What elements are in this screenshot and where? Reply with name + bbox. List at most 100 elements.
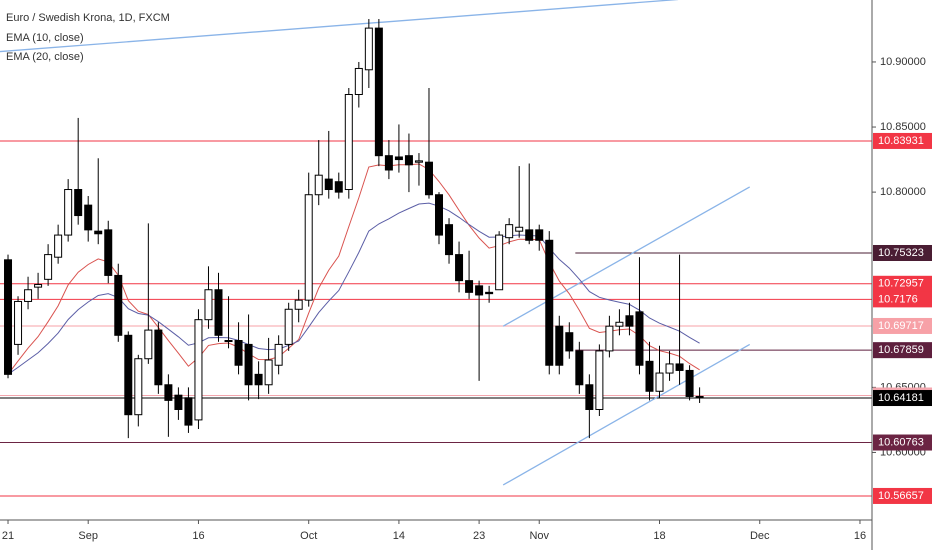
chart-title: Euro / Swedish Krona, 1D, FXCM xyxy=(6,12,170,24)
candle-body xyxy=(645,360,654,392)
candle-body xyxy=(665,363,674,374)
candle-body xyxy=(224,340,233,343)
candle-body xyxy=(184,397,193,426)
candle-body xyxy=(354,67,363,95)
candle-body xyxy=(24,289,33,302)
trendline xyxy=(502,186,751,327)
level-label-bg xyxy=(873,487,932,504)
candle-body xyxy=(455,254,464,282)
candle-body xyxy=(525,229,534,241)
level-label: 10.67859 xyxy=(878,344,924,356)
candle-body xyxy=(344,93,353,191)
candle-body xyxy=(194,319,203,421)
candle-body xyxy=(364,27,373,71)
plot xyxy=(0,0,872,497)
candle-body xyxy=(264,359,273,386)
candle-body xyxy=(384,155,393,171)
x-tick-label: 14 xyxy=(393,530,405,542)
y-tick-label: 10.80000 xyxy=(880,186,926,198)
candle-body xyxy=(575,350,584,386)
candle-body xyxy=(445,224,454,256)
level-label-bg xyxy=(873,390,932,407)
candle-body xyxy=(34,284,43,288)
candle-body xyxy=(394,156,403,161)
candle-body xyxy=(144,329,153,360)
x-tick-label: Oct xyxy=(300,530,317,542)
candle-body xyxy=(14,300,23,345)
candle-body xyxy=(565,332,574,352)
candle-body xyxy=(495,234,504,291)
level-label: 10.69717 xyxy=(878,320,924,332)
level-label-bg xyxy=(873,434,932,451)
candle-body xyxy=(114,274,123,336)
candle-body xyxy=(134,358,143,416)
candle-body xyxy=(324,178,333,191)
candle-body xyxy=(84,204,93,231)
candle-body xyxy=(174,394,183,410)
candle-body xyxy=(655,372,664,392)
trendline xyxy=(0,0,679,53)
level-label-bg xyxy=(873,342,932,359)
candle-body xyxy=(304,194,313,301)
x-tick-label: 21 xyxy=(2,530,14,542)
candle-body xyxy=(515,226,524,232)
candle-body xyxy=(585,384,594,410)
candle-body xyxy=(615,321,624,327)
candle-body xyxy=(94,230,103,235)
candle-body xyxy=(625,315,634,327)
x-tick-label: 16 xyxy=(854,530,866,542)
candle-body xyxy=(685,369,694,397)
candle-body xyxy=(595,350,604,410)
candle-body xyxy=(485,291,494,295)
candle-body xyxy=(64,189,73,236)
candle-body xyxy=(234,340,243,366)
level-label-bg xyxy=(873,244,932,261)
candle-body xyxy=(74,189,83,217)
level-label-bg xyxy=(873,132,932,149)
candle-body xyxy=(254,373,263,386)
candle-body xyxy=(465,280,474,293)
level-label: 10.56657 xyxy=(878,490,924,502)
candle-body xyxy=(605,325,614,352)
indicator-label: EMA (20, close) xyxy=(6,51,84,63)
candle-body xyxy=(695,395,704,399)
trendline xyxy=(502,343,751,486)
level-label: 10.64181 xyxy=(878,392,924,404)
candle-body xyxy=(244,343,253,386)
candle-body xyxy=(104,229,113,276)
y-tick-label: 10.85000 xyxy=(880,121,926,133)
x-tick-label: Nov xyxy=(529,530,549,542)
x-tick-label: 23 xyxy=(473,530,485,542)
candle-body xyxy=(154,329,163,386)
level-label-bg xyxy=(873,291,932,308)
candle-body xyxy=(414,160,423,163)
x-tick-label: Sep xyxy=(78,530,98,542)
y-tick-label: 10.90000 xyxy=(880,56,926,68)
ema-line xyxy=(7,202,700,375)
level-label: 10.60763 xyxy=(878,436,924,448)
candle-body xyxy=(204,289,213,321)
candle-body xyxy=(124,334,133,416)
candle-body xyxy=(4,259,13,375)
level-label: 10.7176 xyxy=(878,293,918,305)
candle-body xyxy=(214,289,223,336)
level-label-bg xyxy=(873,317,932,334)
candle-body xyxy=(505,224,514,239)
level-label: 10.75323 xyxy=(878,247,924,259)
candle-body xyxy=(44,254,53,280)
candle-body xyxy=(374,27,383,157)
x-tick-label: Dec xyxy=(750,530,770,542)
candle-body xyxy=(334,181,343,193)
level-label: 10.72957 xyxy=(878,278,924,290)
candle-body xyxy=(54,234,63,258)
x-tick-label: 16 xyxy=(192,530,204,542)
candle-body xyxy=(424,161,433,196)
candle-body xyxy=(294,299,303,310)
level-label-bg xyxy=(873,275,932,292)
candle-body xyxy=(274,343,283,366)
candle-body xyxy=(555,325,564,366)
candle-body xyxy=(545,239,554,366)
